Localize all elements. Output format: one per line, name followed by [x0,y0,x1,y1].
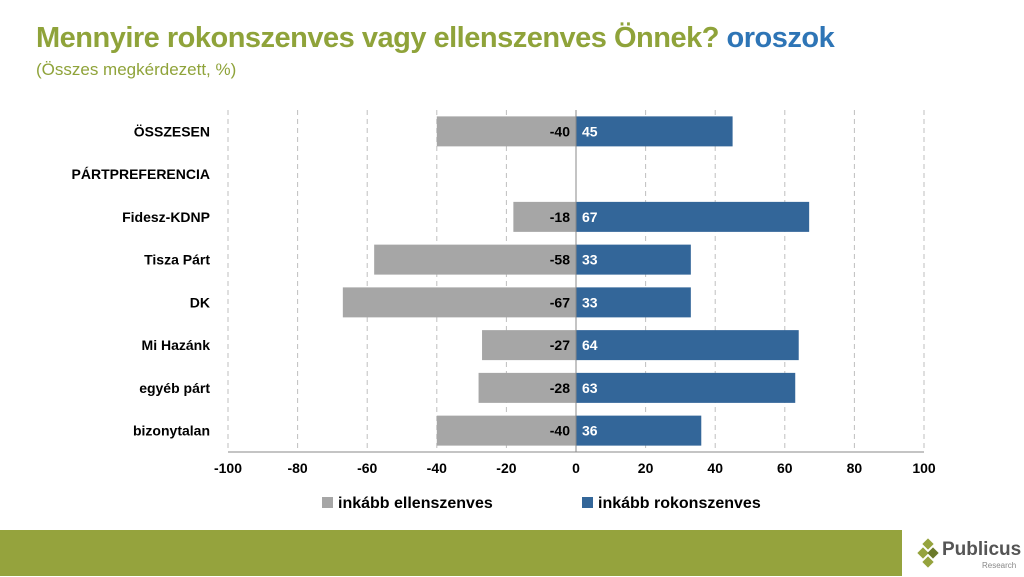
title-highlight: oroszok [726,22,835,54]
footer-band [0,530,902,576]
data-label-negative: -28 [550,380,570,396]
x-tick-label: 60 [777,460,793,476]
category-label: Fidesz-KDNP [122,209,210,225]
bar-positive [576,330,799,361]
x-tick-label: 0 [572,460,580,476]
data-label-positive: 63 [582,380,598,396]
category-label: ÖSSZESEN [134,123,210,139]
bar-negative [436,116,576,147]
x-tick-label: -80 [287,460,307,476]
legend-label: inkább rokonszenves [598,495,761,512]
data-label-positive: 45 [582,123,598,139]
legend-label: inkább ellenszenves [338,495,493,512]
category-label: bizonytalan [133,423,210,439]
bar-negative [374,244,576,275]
data-label-positive: 36 [582,423,598,439]
data-label-negative: -58 [550,252,570,268]
legend-swatch [322,497,333,508]
bar-negative [342,287,576,318]
category-label: Tisza Párt [144,252,210,268]
x-tick-label: -100 [214,460,242,476]
x-tick-label: -60 [357,460,377,476]
data-label-positive: 33 [582,252,598,268]
x-tick-label: 100 [912,460,936,476]
logo-name: Publicus [942,539,1022,560]
category-label: egyéb párt [139,380,210,396]
bar-negative [482,330,576,361]
data-label-positive: 64 [582,337,598,353]
category-label: PÁRTPREFERENCIA [72,166,210,182]
bar-positive [576,415,702,446]
data-label-positive: 67 [582,209,598,225]
bar-positive [576,372,796,403]
category-label: DK [190,294,210,310]
logo-sub: Research [982,561,1017,570]
data-label-positive: 33 [582,294,598,310]
title-main: Mennyire rokonszenves vagy ellenszenves … [36,22,719,54]
data-label-negative: -67 [550,294,570,310]
data-label-negative: -40 [550,123,570,139]
diverging-bar-chart: -100 -80 -60 -40 -20 0 20 40 60 80 100 ÖSSZESEN -40 4… [72,110,936,512]
bar-positive [576,201,810,232]
legend-swatch [582,497,593,508]
bar-negative [513,201,576,232]
x-tick-label: -20 [496,460,516,476]
x-tick-label: 80 [847,460,863,476]
chart-subtitle: (Összes megkérdezett, %) [36,60,237,79]
logo-icon [917,538,939,568]
x-tick-label: -40 [427,460,447,476]
data-label-negative: -27 [550,337,570,353]
bar-positive [576,244,691,275]
bar-positive [576,287,691,318]
publicus-logo: Publicus Research [916,536,1024,572]
data-label-negative: -40 [550,423,570,439]
category-label: Mi Hazánk [142,337,211,353]
chart-title: Mennyire rokonszenves vagy ellenszenves … [36,22,835,55]
bar-negative [478,372,576,403]
x-tick-label: 40 [707,460,723,476]
data-label-negative: -18 [550,209,570,225]
x-tick-label: 20 [638,460,654,476]
bar-negative [436,415,576,446]
bar-positive [576,116,733,147]
